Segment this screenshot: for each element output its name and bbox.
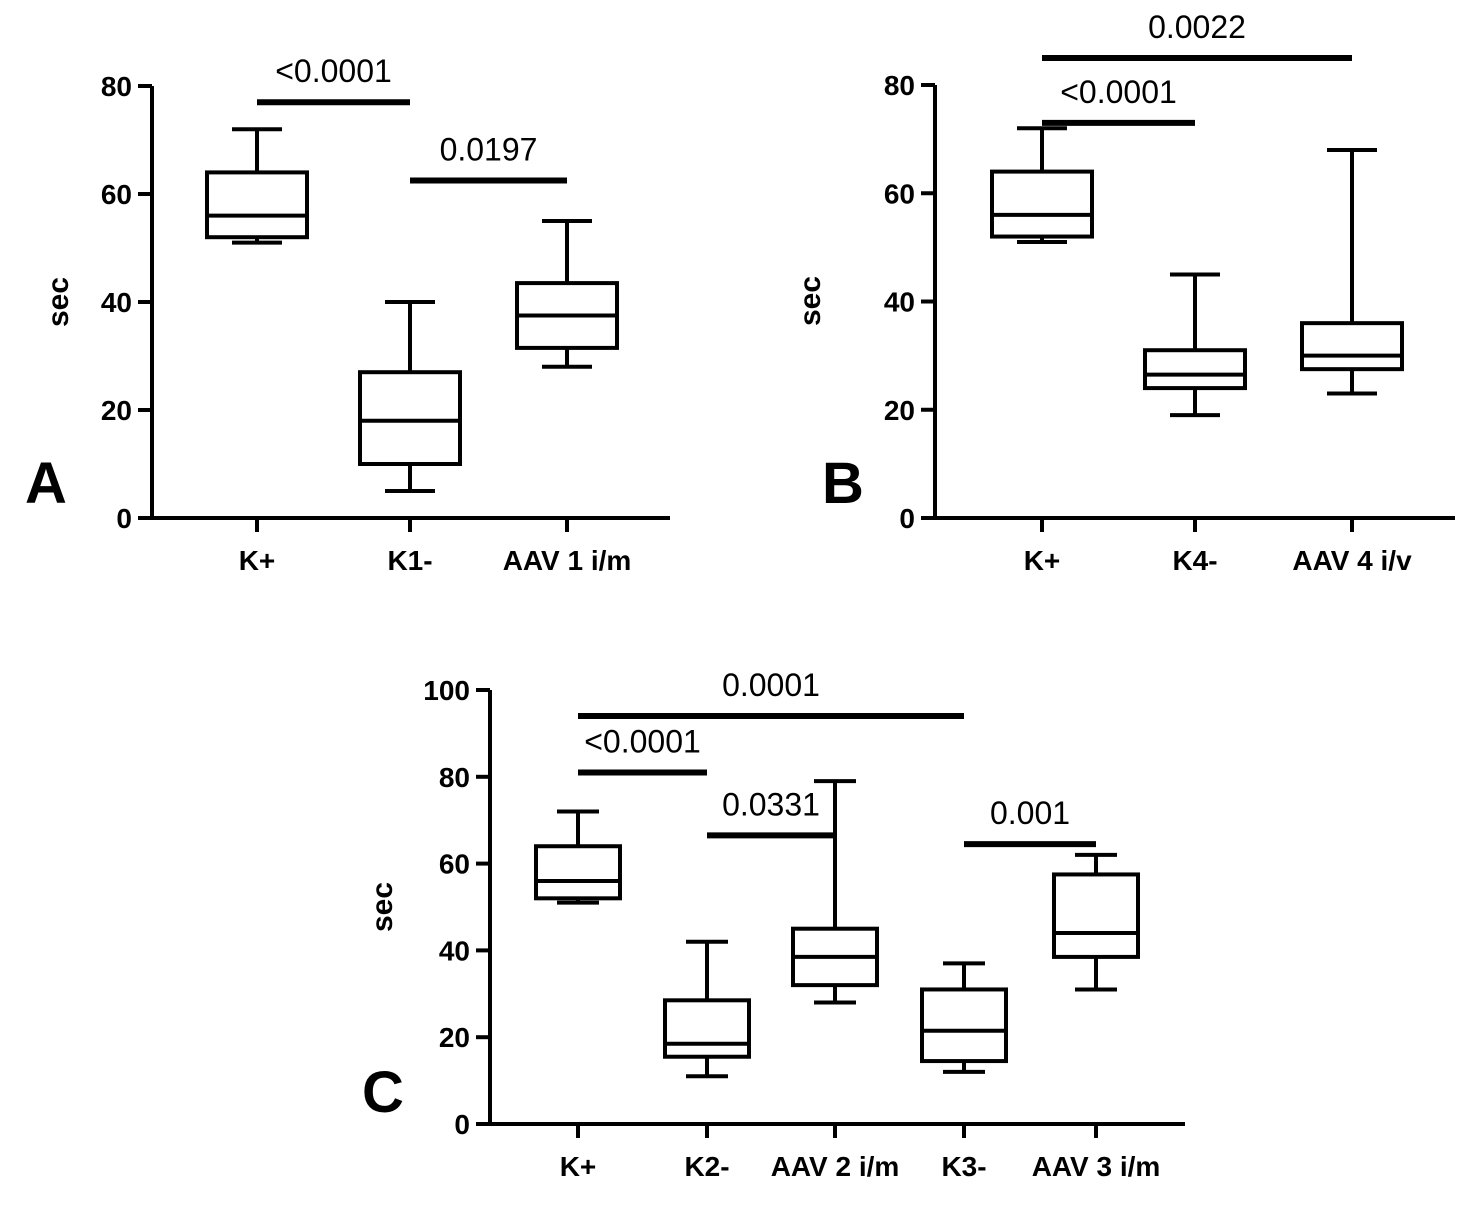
panel-c-category-label-k3: K3- [941,1151,986,1182]
box-iqr [990,169,1094,239]
panel-a-category-label-k1: K1- [387,545,432,576]
panel-c-box-aav-2-i-m [791,779,879,1005]
panel-c-p-value-3: 0.001 [990,795,1070,831]
panel-b: 0 20 40 60 80 K+ K4- AAV 4 i/v 0.0022 <0.0001 sec B [794,9,1455,576]
panel-c-box-k2 [663,939,751,1079]
panel-b-y-tick-label-60: 60 [884,178,915,209]
panel-a-box-aav-1-i-m [515,219,619,369]
panel-c-y-tick-label-0: 0 [454,1109,470,1140]
panel-b-y-tick-label-80: 80 [884,70,915,101]
panel-c-box-k [534,809,622,905]
panel-b-box-aav-4-i-v [1300,147,1404,396]
panel-c-letter: C [362,1060,404,1125]
panel-a-box-k [205,127,309,245]
panel-c-category-label-aav-2-i-m: AAV 2 i/m [771,1151,900,1182]
panel-b-box-k [990,126,1094,244]
box-iqr [205,170,309,240]
panel-c-p-value-1: <0.0001 [584,723,701,759]
panel-c-category-label-k2: K2- [684,1151,729,1182]
box-iqr [1300,321,1404,372]
panel-c-y-axis-label: sec [366,882,399,932]
panel-a-y-tick-label-20: 20 [101,395,132,426]
panel-a-y-tick-label-40: 40 [101,287,132,318]
panel-c-category-label-aav-3-i-m: AAV 3 i/m [1032,1151,1161,1182]
panel-c-p-value-2: 0.0331 [722,786,820,822]
panel-b-y-axis-label: sec [794,276,827,326]
panel-c-y-tick-label-100: 100 [423,675,470,706]
panel-c-y-tick-label-80: 80 [439,762,470,793]
box-iqr [920,987,1008,1064]
panel-b-box-k4 [1143,272,1247,418]
box-iqr [1143,348,1247,391]
panel-b-y-tick-label-0: 0 [899,503,915,534]
box-iqr [663,998,751,1059]
panel-a-category-label-aav-1-i-m: AAV 1 i/m [503,545,632,576]
panel-b-p-value-0: 0.0022 [1148,9,1246,45]
panel-c: 0 20 40 60 80 100 K+ K2- AAV 2 i/m K3- AAV 3 i/m 0.… [362,667,1185,1182]
panel-a: 0 20 40 60 80 K+ K1- AAV 1 i/m <0.0001 0.0197 sec A [25,53,670,576]
panel-c-box-k3 [920,961,1008,1074]
panel-b-letter: B [822,451,864,516]
panel-b-category-label-k4: K4- [1172,545,1217,576]
panel-a-p-value-0: <0.0001 [275,53,392,89]
panel-b-category-label-k: K+ [1024,545,1061,576]
box-iqr [534,844,622,901]
panel-b-y-tick-label-20: 20 [884,395,915,426]
panel-b-category-label-aav-4-i-v: AAV 4 i/v [1292,545,1412,576]
panel-c-category-label-k: K+ [560,1151,597,1182]
panel-c-p-value-0: 0.0001 [722,667,820,703]
panel-c-box-aav-3-i-m [1052,852,1140,992]
panel-c-y-tick-label-20: 20 [439,1022,470,1053]
box-iqr [358,370,462,467]
panel-a-category-label-k: K+ [239,545,276,576]
panel-a-box-k1 [358,300,462,493]
panel-a-letter: A [25,451,67,516]
box-iqr [1052,872,1140,959]
panel-c-y-tick-label-40: 40 [439,935,470,966]
panel-a-y-tick-label-0: 0 [116,503,132,534]
panel-a-y-tick-label-80: 80 [101,71,132,102]
panel-b-y-tick-label-40: 40 [884,287,915,318]
panel-a-y-tick-label-60: 60 [101,179,132,210]
panel-a-y-axis-label: sec [42,277,75,327]
panel-b-p-value-1: <0.0001 [1060,74,1177,110]
panel-c-y-tick-label-60: 60 [439,849,470,880]
panel-a-p-value-1: 0.0197 [440,132,538,168]
